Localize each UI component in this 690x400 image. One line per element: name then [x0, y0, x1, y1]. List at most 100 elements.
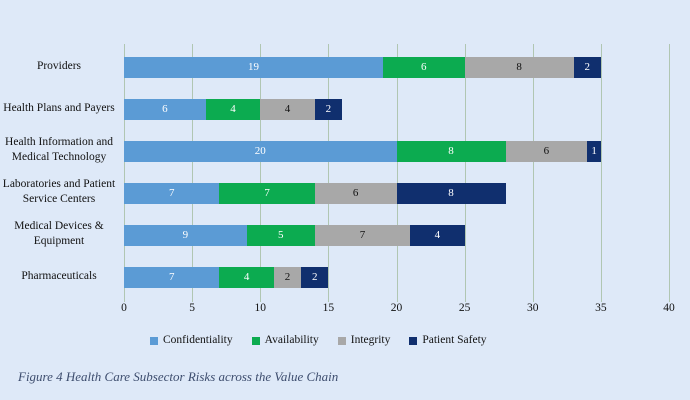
- axis-tick-x-0: [124, 296, 125, 302]
- bar-value-label: 4: [230, 103, 236, 115]
- category-label: Providers: [0, 45, 118, 87]
- bar-value-label: 4: [243, 271, 250, 283]
- bar-segment: 8: [396, 141, 506, 162]
- x-axis-label: 30: [527, 302, 539, 314]
- bar-value-label: 2: [325, 103, 332, 115]
- category-label-text: Health Plans and Payers: [3, 101, 115, 114]
- bar-value-label: 4: [284, 103, 291, 115]
- bar-segment: 8: [396, 183, 506, 204]
- bar-value-label: 20: [254, 145, 266, 157]
- legend-label: Integrity: [350, 334, 391, 346]
- gridline-x-15: [328, 44, 330, 296]
- category-label-text: Laboratories and Patient Service Centers: [2, 178, 116, 205]
- legend-label: Patient Safety: [422, 334, 487, 346]
- bar-value-label: 7: [359, 229, 366, 241]
- gridline-x-35: [600, 44, 602, 296]
- bar-segment: 6: [505, 141, 588, 162]
- plot-area: 19 6 8 2 6 4 4 2 20 8 6 1 7 7 6 8 9 5 7 4 7 4 2 2: [124, 44, 670, 302]
- axis-tick-x-30: [532, 296, 534, 302]
- bar-segment: 7: [314, 225, 411, 246]
- bar-value-label: 8: [448, 145, 454, 157]
- gridline-x-0: [124, 44, 125, 296]
- category-label: Health Plans and Payers: [0, 87, 118, 129]
- bar-value-label: 6: [421, 61, 427, 73]
- x-axis-label: 40: [663, 302, 675, 314]
- x-axis-label: 20: [390, 302, 403, 314]
- bar-segment: 4: [260, 99, 315, 120]
- gridline-x-10: [260, 44, 262, 296]
- bar-value-label: 7: [264, 187, 270, 199]
- bar-segment: 1: [587, 141, 601, 162]
- bar-segment: 2: [314, 99, 342, 120]
- bar-segment: 19: [124, 57, 383, 78]
- bar-segment: 4: [410, 225, 465, 246]
- legend-item: Availability: [251, 334, 319, 347]
- bar-segment: 6: [382, 57, 465, 78]
- bar-value-label: 7: [168, 187, 175, 199]
- legend-item: Patient Safety: [409, 334, 487, 347]
- gridline-x-20: [396, 44, 398, 296]
- gridline-x-30: [532, 44, 534, 296]
- x-axis-label: 10: [254, 302, 267, 314]
- gridline-x-25: [464, 44, 466, 296]
- axis-tick-x-25: [464, 296, 466, 302]
- bar-segment: 4: [205, 99, 261, 120]
- bar-value-label: 2: [312, 271, 318, 283]
- bar-value-label: 7: [168, 271, 175, 283]
- bar-segment: 5: [246, 225, 315, 246]
- category-axis: Providers Health Plans and Payers Health I…: [0, 44, 118, 296]
- bar-row: 20 8 6 1: [124, 141, 669, 162]
- legend-label: Confidentiality: [163, 334, 233, 346]
- legend-swatch-icon: [150, 336, 158, 345]
- legend-item: Integrity: [337, 334, 391, 347]
- category-label: Pharmaceuticals: [0, 255, 118, 297]
- bar-value-label: 9: [182, 229, 189, 241]
- bar-segment: 2: [301, 267, 329, 288]
- category-label: Laboratories and Patient Service Centers: [0, 171, 118, 213]
- bar-segment: 6: [314, 183, 397, 204]
- bar-value-label: 5: [277, 229, 284, 241]
- bar-segment: 8: [464, 57, 574, 78]
- bar-value-label: 8: [516, 61, 522, 73]
- bar-segment: 7: [219, 183, 315, 204]
- x-axis-label: 0: [121, 302, 127, 314]
- bar-value-label: 19: [247, 61, 259, 73]
- legend-label: Availability: [264, 334, 319, 346]
- bar-value-label: 8: [448, 187, 454, 199]
- bar-segment: 4: [219, 267, 274, 288]
- gridline-x-40: [669, 44, 670, 296]
- bar-segment: 20: [124, 141, 397, 162]
- axis-tick-x-20: [396, 296, 398, 302]
- axis-tick-x-10: [260, 296, 262, 302]
- x-axis-label: 5: [189, 302, 195, 314]
- bar-segment: 9: [124, 225, 247, 246]
- bar-value-label: 6: [352, 187, 359, 199]
- bar-row: 7 7 6 8: [124, 183, 669, 204]
- legend-swatch-icon: [251, 336, 260, 345]
- legend: Confidentiality Availability Integrity Pati…: [150, 334, 487, 347]
- bar-value-label: 6: [162, 103, 168, 115]
- bar-segment: 2: [573, 57, 601, 78]
- bar-segment: 7: [124, 267, 220, 288]
- bar-row: 6 4 4 2: [124, 99, 669, 120]
- bar-segment: 6: [124, 99, 206, 120]
- bar-value-label: 6: [543, 145, 550, 157]
- category-label: Medical Devices & Equipment: [0, 213, 118, 255]
- category-label-text: Pharmaceuticals: [21, 269, 97, 282]
- axis-tick-x-5: [192, 296, 194, 302]
- x-axis-label: 25: [458, 302, 471, 314]
- bar-value-label: 2: [284, 271, 291, 283]
- axis-tick-x-15: [328, 296, 330, 302]
- x-axis: 0 5 10 15 20 25 30 35 40: [121, 302, 675, 319]
- axis-tick-x-40: [669, 296, 670, 302]
- bar-value-label: 4: [434, 229, 441, 241]
- category-label-text: Medical Devices & Equipment: [14, 220, 104, 247]
- figure-caption: Figure 4 Health Care Subsector Risks acr…: [18, 369, 339, 384]
- gridline-x-5: [192, 44, 194, 296]
- bar-row: 7 4 2 2: [124, 267, 669, 288]
- bar-value-label: 1: [591, 145, 597, 157]
- bar-value-label: 2: [584, 61, 591, 73]
- bar-row: 19 6 8 2: [124, 57, 669, 78]
- bar-segment: 2: [273, 267, 302, 288]
